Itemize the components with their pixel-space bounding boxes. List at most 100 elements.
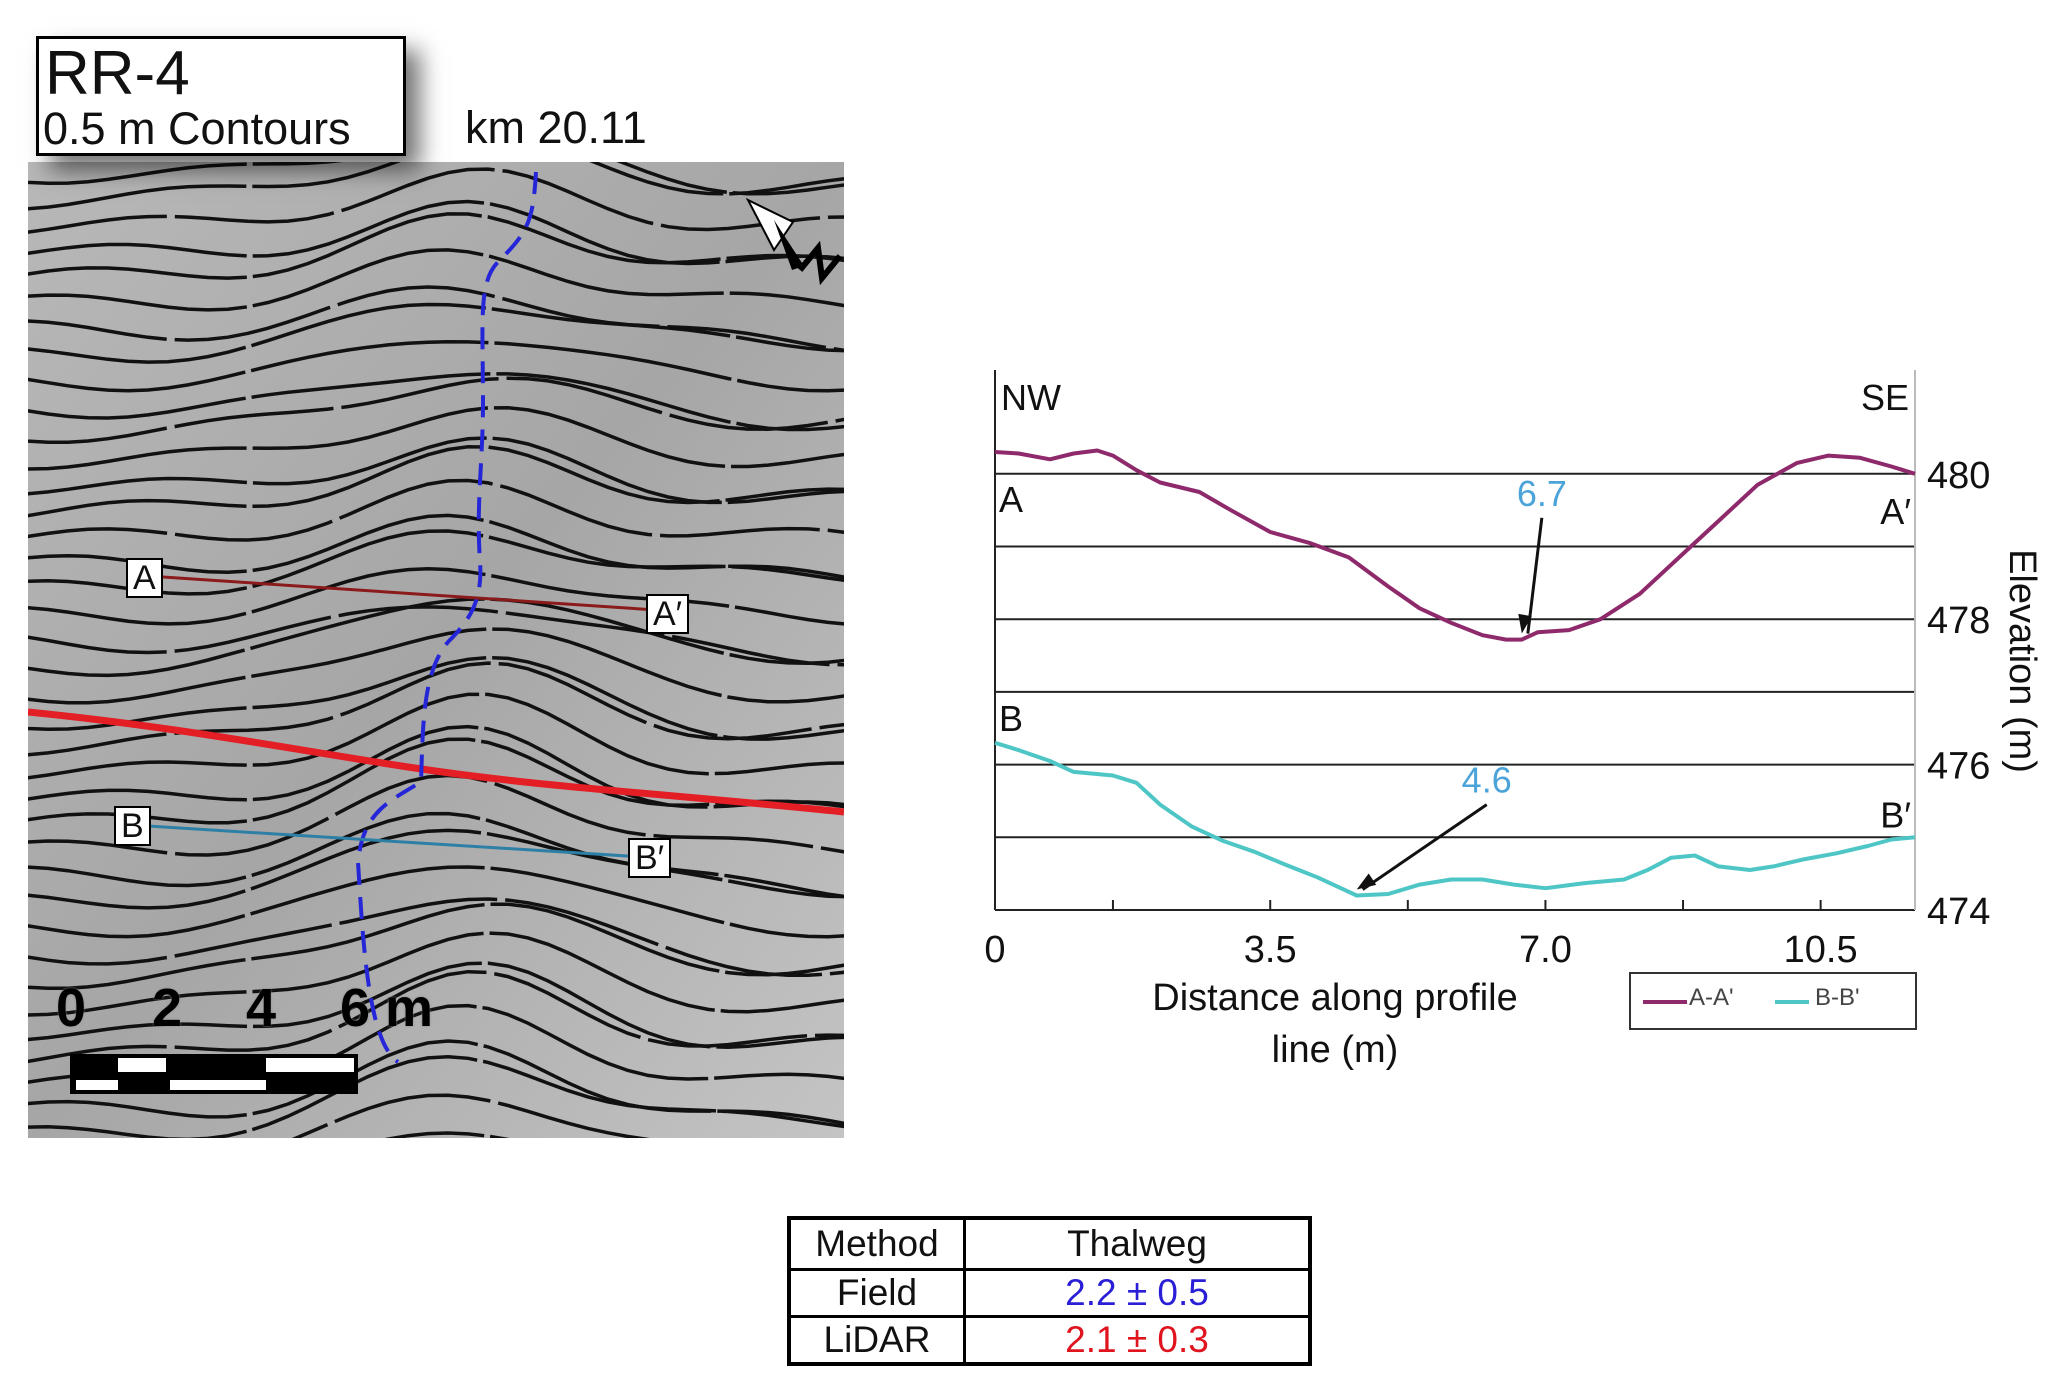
contour-line [28, 445, 844, 518]
thalweg-table: Method Thalweg Field 2.2 ± 0.5 LiDAR 2.1… [787, 1216, 1312, 1366]
contour-line [28, 828, 844, 910]
chart-legend: A-A' B-B' [1629, 972, 1917, 1030]
table-cell-method: Field [787, 1268, 966, 1318]
contour-line [28, 661, 844, 757]
contour-line [28, 597, 844, 678]
profile-label-b-prime: B′ [628, 838, 672, 878]
elevation-profile-chart: 0 3.5 7.0 10.5 474 476 478 480 NW SE A A′ B B′ Distan… [980, 360, 2060, 1080]
contour-line [28, 773, 844, 857]
x-axis-title-line2: line (m) [1272, 1029, 1399, 1071]
corner-label-nw: NW [1001, 377, 1061, 418]
north-arrow-icon [745, 197, 843, 286]
series-b-end-label: B′ [1880, 794, 1911, 835]
contour-line [28, 302, 844, 364]
profile-line-a [147, 574, 657, 612]
contour-line [28, 605, 844, 667]
km-label: km 20.11 [465, 102, 647, 153]
y-tick-label: 476 [1927, 746, 1990, 788]
annotation-arrowhead [1518, 613, 1532, 634]
contour-line [28, 627, 844, 705]
contour-line [28, 199, 844, 266]
annotation-arrow [1526, 517, 1544, 634]
table-cell-value: 2.2 ± 0.5 [963, 1268, 1312, 1318]
legend-label-a: A-A' [1689, 984, 1734, 1011]
table-cell-value: 2.1 ± 0.3 [963, 1315, 1312, 1366]
contour-line [28, 478, 844, 542]
profile-chart-svg: 0 3.5 7.0 10.5 474 476 478 480 NW SE A A′ B B′ Distan… [984, 370, 2043, 1071]
chart-labels: NW SE A A′ B B′ Distance along profile line (m)… [999, 377, 2043, 1071]
contour-line [28, 167, 844, 234]
chart-series [994, 448, 1916, 898]
scale-label-4: 4 [246, 978, 277, 1038]
contour-line [28, 897, 844, 978]
table-header-thalweg: Thalweg [963, 1216, 1312, 1271]
y-axis-title: Elevation (m) [2001, 549, 2043, 773]
profile-label-a-prime: A′ [646, 594, 690, 634]
contour-line [291, 1093, 650, 1138]
x-axis-title-line1: Distance along profile [1152, 977, 1517, 1019]
contour-line [28, 692, 844, 780]
page-subtitle: 0.5 m Contours [43, 103, 351, 154]
profile-label-b: B [114, 806, 151, 846]
contour-line [28, 931, 844, 1017]
table-header-method: Method [787, 1216, 966, 1271]
contour-line [28, 961, 844, 1049]
profile-line-b [147, 824, 644, 859]
annotation-arrow [1361, 803, 1488, 891]
contour-line [28, 285, 844, 352]
contour-line [28, 248, 844, 312]
title-box: RR-4 0.5 m Contours [36, 36, 406, 156]
legend-swatches [1643, 1000, 1809, 1004]
scale-label-6m: 6 m [340, 978, 434, 1038]
scale-label-0: 0 [56, 978, 87, 1038]
contour-line [28, 372, 844, 432]
contour-line [384, 1131, 510, 1138]
contour-line [28, 902, 844, 991]
profile-label-a: A [126, 558, 163, 598]
contour-line [28, 811, 844, 899]
chart-ticks: 0 3.5 7.0 10.5 474 476 478 480 [984, 455, 1990, 971]
x-tick-label: 0 [984, 929, 1005, 971]
series-a-start-label: A [999, 479, 1023, 520]
contour-line [28, 162, 844, 196]
x-tick-label: 7.0 [1519, 929, 1572, 971]
y-tick-label: 474 [1927, 891, 1990, 933]
fault-line [28, 708, 844, 816]
chart-axes [994, 370, 1916, 910]
y-tick-label: 478 [1927, 600, 1990, 642]
series-line-b [994, 740, 1916, 898]
contour-map: A A′ B B′ 0 2 4 6 m [28, 162, 844, 1138]
series-a-end-label: A′ [1880, 491, 1911, 532]
x-tick-label: 10.5 [1784, 929, 1858, 971]
contour-line [28, 212, 844, 280]
thalweg-dashed-line [355, 171, 538, 1064]
contour-line [28, 567, 844, 626]
annotation-label-b: 4.6 [1462, 760, 1512, 801]
contour-line [28, 340, 844, 393]
annotation-arrowhead [1356, 873, 1377, 890]
contour-line [28, 724, 844, 809]
table-row: LiDAR 2.1 ± 0.3 [787, 1315, 1312, 1366]
contour-line [28, 376, 844, 445]
chart-grid [995, 472, 1915, 911]
legend-label-b: B-B' [1815, 984, 1860, 1011]
contour-line [28, 406, 844, 471]
table-header-row: Method Thalweg [787, 1216, 1312, 1271]
terrain-background [28, 162, 844, 1138]
contour-line [28, 969, 844, 1064]
y-tick-label: 480 [1927, 455, 1990, 497]
scale-label-2: 2 [152, 978, 183, 1038]
x-tick-label: 3.5 [1244, 929, 1297, 971]
table-row: Field 2.2 ± 0.5 [787, 1268, 1312, 1318]
series-b-start-label: B [999, 698, 1023, 739]
contour-line [28, 865, 844, 939]
contour-line [28, 436, 844, 505]
annotation-label-a: 6.7 [1517, 473, 1567, 514]
scale-bar-icon [70, 1054, 358, 1094]
contour-line [28, 162, 844, 211]
corner-label-se: SE [1861, 377, 1909, 418]
page-title: RR-4 [45, 39, 190, 108]
contour-line [28, 1054, 844, 1138]
series-line-a [994, 448, 1916, 642]
contour-map-svg [28, 162, 844, 1138]
